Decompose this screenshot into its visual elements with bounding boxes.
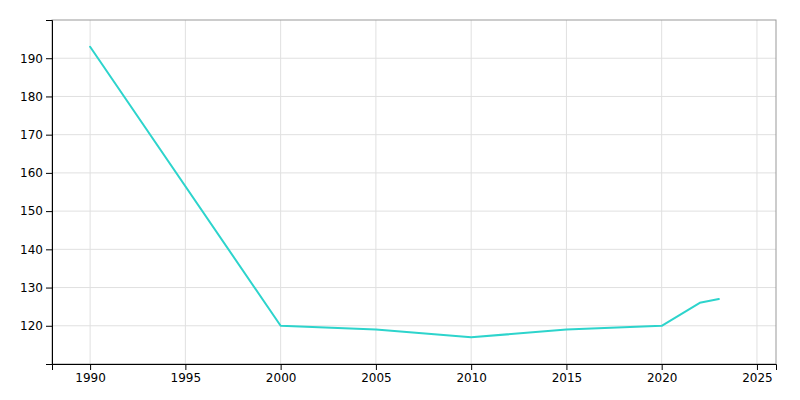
- y-tick-label: 130: [20, 281, 43, 295]
- y-tick-label: 120: [20, 319, 43, 333]
- x-grid-line: [280, 20, 281, 364]
- y-tick-mark: [46, 288, 52, 289]
- y-tick-mark: [46, 326, 52, 327]
- x-tick-label: 2015: [552, 371, 583, 385]
- x-tick-mark: [566, 364, 567, 370]
- x-tick: 2010: [456, 364, 487, 385]
- x-axis: 1990 1995 2000 2005 2010 2015 2020 2025: [53, 364, 777, 385]
- y-grid-line: [52, 325, 776, 326]
- y-grid-line: [52, 211, 776, 212]
- x-tick-label: 2000: [266, 371, 297, 385]
- x-grid-line: [661, 20, 662, 364]
- x-grid-line: [566, 20, 567, 364]
- x-tick-mark: [376, 364, 377, 370]
- x-tick-label: 2005: [361, 371, 392, 385]
- x-tick-label: 1990: [75, 371, 106, 385]
- y-tick-label: 150: [20, 204, 43, 218]
- x-tick-mark: [471, 364, 472, 370]
- y-grid-line: [52, 172, 776, 173]
- data-line: [90, 47, 719, 337]
- y-grid-line: [52, 58, 776, 59]
- y-tick: 130: [20, 281, 52, 295]
- y-grid-line: [52, 96, 776, 97]
- y-tick-mark: [46, 58, 52, 59]
- y-tick-mark: [46, 249, 52, 250]
- y-tick-mark: [46, 135, 52, 136]
- x-tick: 2000: [266, 364, 297, 385]
- x-tick-label: 2025: [742, 371, 773, 385]
- y-tick-label: 170: [20, 128, 43, 142]
- x-tick: 2005: [361, 364, 392, 385]
- x-tick-label: 2010: [456, 371, 487, 385]
- x-tick-label: 1995: [171, 371, 202, 385]
- y-tick: 160: [20, 166, 52, 180]
- y-grid-line: [52, 249, 776, 250]
- plot: 1990 1995 2000 2005 2010 2015 2020 2025 120 130 14…: [20, 20, 776, 385]
- grid: [52, 20, 776, 364]
- x-tick-mark: [90, 364, 91, 370]
- x-grid-line: [185, 20, 186, 364]
- x-tick-mark: [662, 364, 663, 370]
- x-tick-label: 2020: [647, 371, 678, 385]
- x-tick: 2020: [647, 364, 678, 385]
- x-grid-line: [375, 20, 376, 364]
- marks: [90, 47, 719, 337]
- y-tick-mark: [46, 96, 52, 97]
- y-tick: 150: [20, 204, 52, 218]
- x-tick-mark: [185, 364, 186, 370]
- y-tick-label: 180: [20, 90, 43, 104]
- x-tick: 2025: [742, 364, 773, 385]
- y-tick-label: 190: [20, 52, 43, 66]
- y-tick-label: 160: [20, 166, 43, 180]
- y-grid-line: [52, 134, 776, 135]
- y-tick: 180: [20, 90, 52, 104]
- y-tick-label: 140: [20, 243, 43, 257]
- y-tick-mark: [46, 173, 52, 174]
- y-grid-line: [52, 287, 776, 288]
- y-tick: 190: [20, 52, 52, 66]
- y-tick: 120: [20, 319, 52, 333]
- x-grid-line: [471, 20, 472, 364]
- x-tick-mark: [281, 364, 282, 370]
- y-axis: 120 130 140 150 160 170 180 190: [20, 21, 52, 365]
- y-axis-line: [46, 21, 53, 365]
- chart: 1990 1995 2000 2005 2010 2015 2020 2025 120 130 14…: [0, 0, 800, 400]
- x-tick: 1990: [75, 364, 106, 385]
- plot-frame: [52, 20, 776, 364]
- x-grid-line: [756, 20, 757, 364]
- x-tick-mark: [757, 364, 758, 370]
- x-tick: 2015: [552, 364, 583, 385]
- y-tick: 170: [20, 128, 52, 142]
- y-tick: 140: [20, 243, 52, 257]
- x-tick: 1995: [171, 364, 202, 385]
- x-axis-line: [53, 365, 777, 371]
- y-tick-mark: [46, 211, 52, 212]
- x-grid-line: [90, 20, 91, 364]
